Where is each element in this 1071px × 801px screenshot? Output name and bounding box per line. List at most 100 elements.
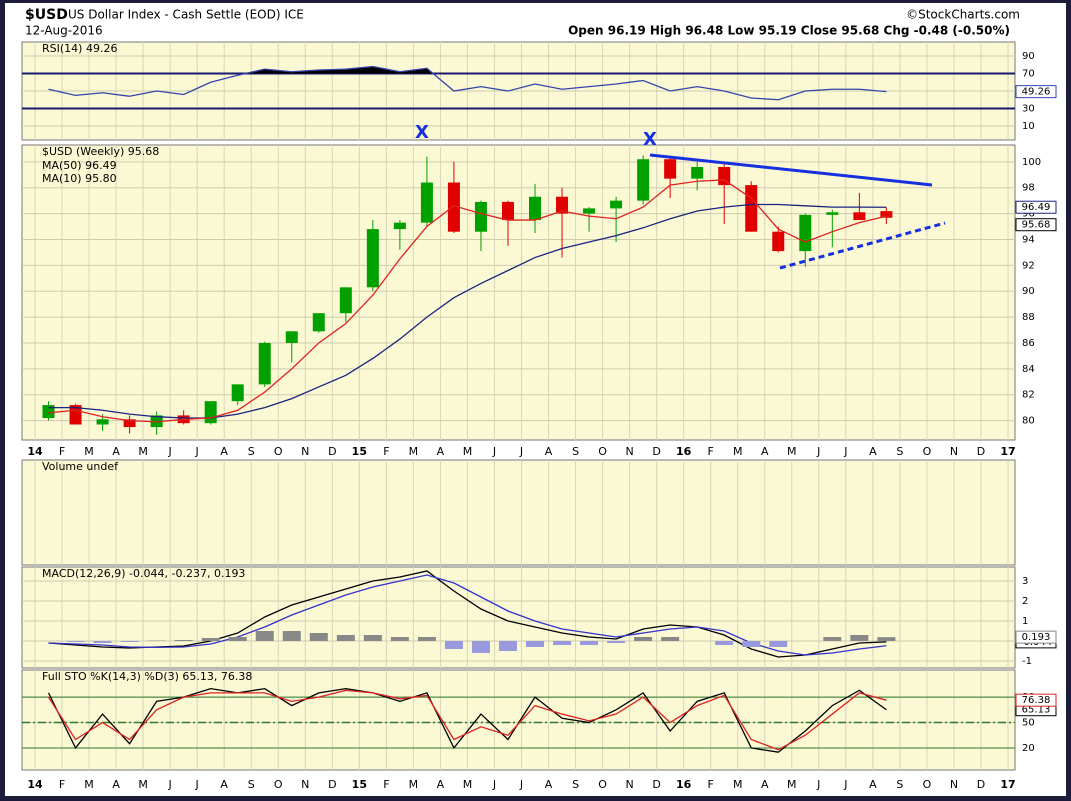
- x-tick-label: J: [816, 778, 820, 791]
- x-tick-label: A: [545, 445, 553, 458]
- x-tick-label: 14: [27, 445, 43, 458]
- x-tick-label: F: [708, 445, 714, 458]
- y-tick-label: 98: [1022, 183, 1035, 194]
- x-tick-label: A: [112, 778, 120, 791]
- histogram-bar: [363, 635, 382, 641]
- x-tick-label: D: [652, 778, 660, 791]
- x-tick-label: 16: [676, 445, 692, 458]
- x-tick-label: N: [625, 778, 633, 791]
- x-tick-label: J: [843, 445, 847, 458]
- last-value-label: 96.49: [1022, 202, 1051, 213]
- last-value-box: [1015, 200, 1057, 214]
- x-tick-label: S: [248, 778, 255, 791]
- x-tick-label: 17: [1000, 778, 1015, 791]
- y-tick-label: 30: [1022, 104, 1035, 115]
- histogram-bar: [120, 641, 139, 642]
- last-value-label: 95.68: [1022, 220, 1051, 231]
- x-tick-label: 17: [1000, 445, 1015, 458]
- panel: [21, 669, 1016, 771]
- histogram-bar: [553, 641, 572, 645]
- histogram-bar: [444, 641, 463, 649]
- x-tick-label: M: [84, 778, 94, 791]
- histogram-bar: [823, 637, 842, 641]
- candle-body: [447, 182, 460, 232]
- last-value-box: [1015, 218, 1057, 232]
- panel-title: $USD (Weekly) 95.68: [42, 145, 159, 158]
- x-tick-label: F: [59, 778, 65, 791]
- x-tick-label: D: [652, 445, 660, 458]
- x-tick-label: M: [463, 445, 473, 458]
- candle-body: [880, 211, 893, 218]
- y-tick-label: 70: [1022, 69, 1035, 80]
- x-tick-label: 14: [27, 778, 43, 791]
- x-tick-label: A: [545, 778, 553, 791]
- x-tick-label: M: [84, 445, 94, 458]
- y-tick-label: 80: [1022, 416, 1035, 427]
- x-tick-label: A: [437, 445, 445, 458]
- candle-body: [583, 208, 596, 214]
- x-tick-label: M: [409, 445, 419, 458]
- panel: [21, 144, 1016, 441]
- x-tick-label: S: [896, 778, 903, 791]
- annotation: X: [415, 122, 429, 143]
- histogram-bar: [850, 635, 869, 641]
- x-tick-label: F: [708, 778, 714, 791]
- date: 12-Aug-2016: [25, 24, 103, 38]
- candle-body: [366, 229, 379, 288]
- histogram-bar: [877, 637, 896, 641]
- candle-body: [231, 384, 244, 402]
- resistance-line: [649, 153, 933, 187]
- histogram-bar: [66, 641, 85, 642]
- y-tick-label: 96: [1022, 209, 1035, 220]
- series-line: [47, 689, 887, 751]
- x-tick-label: J: [168, 778, 172, 791]
- panel: [21, 459, 1016, 566]
- panel-title: MACD(12,26,9) -0.044, -0.237, 0.193: [42, 567, 245, 580]
- x-tick-label: A: [220, 778, 228, 791]
- last-value-label: 65.13: [1022, 705, 1051, 716]
- candle-body: [393, 222, 406, 230]
- x-tick-label: 16: [676, 778, 692, 791]
- candle-body: [745, 185, 758, 232]
- candle-body: [204, 401, 217, 424]
- x-tick-label: D: [328, 778, 336, 791]
- panel-title: Full STO %K(14,3) %D(3) 65.13, 76.38: [42, 670, 252, 683]
- last-value-label: 49.26: [1022, 87, 1051, 98]
- y-tick-label: 10: [1022, 121, 1035, 132]
- candle-body: [637, 159, 650, 201]
- histogram-bar: [93, 641, 112, 643]
- candle-body: [664, 159, 677, 179]
- histogram-bar: [390, 637, 409, 641]
- candle-body: [772, 231, 785, 252]
- symbol: $USD: [25, 7, 68, 23]
- histogram-bar: [634, 637, 653, 641]
- histogram-bar: [661, 637, 680, 641]
- histogram-bar: [309, 633, 328, 641]
- x-tick-label: J: [519, 445, 523, 458]
- last-value-label: 76.38: [1022, 695, 1051, 706]
- x-tick-label: J: [492, 778, 496, 791]
- x-tick-label: S: [572, 778, 579, 791]
- x-tick-label: M: [787, 445, 797, 458]
- legend-entry: MA(10) 95.80: [42, 172, 117, 185]
- overbought-area: [48, 66, 887, 74]
- histogram-bar: [336, 635, 355, 641]
- x-tick-label: N: [625, 445, 633, 458]
- source: ©StockCharts.com: [906, 8, 1020, 22]
- x-tick-label: M: [409, 778, 419, 791]
- last-value-box: [1015, 85, 1057, 99]
- x-tick-label: M: [733, 778, 743, 791]
- x-tick-label: O: [598, 445, 607, 458]
- x-tick-label: F: [59, 445, 65, 458]
- panel-title: RSI(14) 49.26: [42, 42, 117, 55]
- x-tick-label: A: [869, 445, 877, 458]
- candle-body: [285, 331, 298, 343]
- x-tick-label: F: [383, 445, 389, 458]
- histogram-bar: [769, 641, 788, 647]
- x-tick-label: F: [383, 778, 389, 791]
- x-tick-label: A: [437, 778, 445, 791]
- candle-body: [339, 287, 352, 314]
- x-tick-label: J: [843, 778, 847, 791]
- candle-body: [610, 200, 623, 209]
